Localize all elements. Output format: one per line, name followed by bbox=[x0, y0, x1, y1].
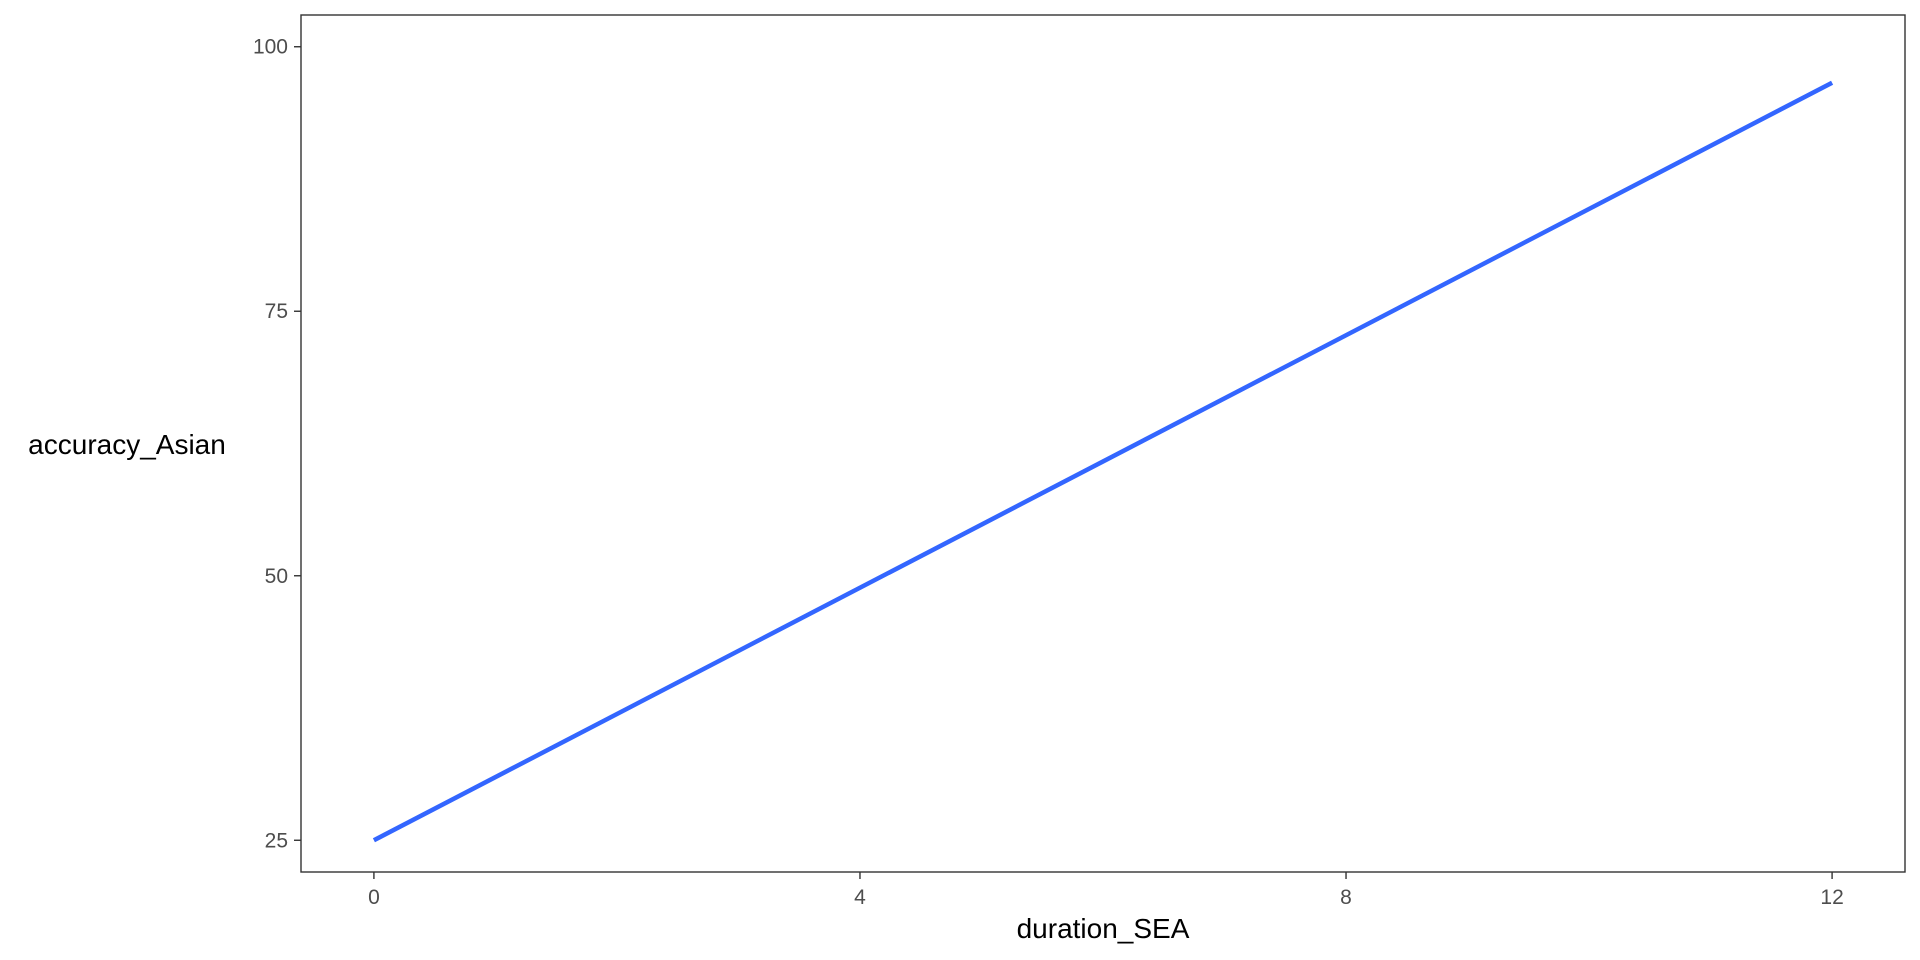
x-tick-label: 0 bbox=[368, 886, 380, 909]
y-tick-label: 25 bbox=[265, 829, 288, 852]
x-axis-title: duration_SEA bbox=[1017, 913, 1190, 944]
x-tick-label: 4 bbox=[854, 886, 866, 909]
x-tick-label: 8 bbox=[1340, 886, 1352, 909]
y-tick-label: 75 bbox=[265, 300, 288, 323]
y-tick-label: 50 bbox=[265, 565, 288, 588]
x-axis-ticks: 0 4 8 12 bbox=[368, 872, 1844, 909]
y-axis-title: accuracy_Asian bbox=[28, 429, 226, 460]
panel-border bbox=[300, 14, 1906, 873]
series-line bbox=[372, 80, 1834, 843]
y-tick-label: 100 bbox=[253, 36, 288, 59]
x-tick-label: 12 bbox=[1820, 886, 1843, 909]
y-axis-ticks: 25 50 75 100 bbox=[253, 36, 301, 852]
series-layer bbox=[372, 80, 1834, 843]
